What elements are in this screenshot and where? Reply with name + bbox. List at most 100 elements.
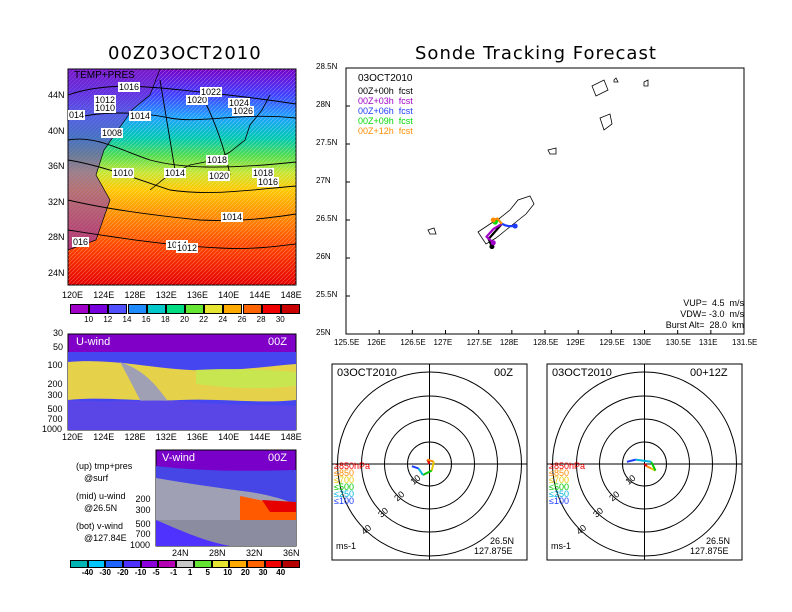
- uwind-time: 00Z: [268, 336, 287, 348]
- track-ytick-label: 27.5N: [316, 138, 338, 147]
- hodo-segment: [635, 458, 652, 463]
- wind-colorbar-swatch: [123, 560, 141, 568]
- uwind-ytick-label: 50: [53, 342, 64, 352]
- isobar-label: 1018: [252, 168, 275, 178]
- track-endpoint: [489, 244, 495, 250]
- hodo-ring-label: 10: [408, 473, 422, 487]
- wind-colorbar-swatch: [176, 560, 194, 568]
- hodo-segment: [430, 461, 435, 471]
- track-xtick-label: 125.5E: [334, 338, 360, 347]
- hodo-segment: [411, 465, 419, 470]
- map-ytick-label: 32N: [48, 196, 65, 207]
- hodo-segment: [417, 467, 424, 476]
- isobar-label: 1014: [164, 168, 187, 178]
- map-xtick-label: 144E: [249, 290, 271, 300]
- uwind-ytick-label: 200: [47, 379, 63, 389]
- track-xtick-label: 130.5E: [665, 338, 692, 347]
- wind-colorbar-ticks: -40 -30 -20 -10 -5 -1 1 5 10 20 30 40: [70, 568, 300, 578]
- map-ytick-label: 28N: [48, 232, 65, 242]
- track-endpoint: [490, 240, 496, 246]
- hodo-left-lat: 26.5N: [490, 536, 515, 546]
- map-xtick-label: 148E: [280, 290, 302, 300]
- map-xtick-label: 136E: [186, 290, 208, 300]
- colorbar-swatch: [165, 304, 185, 314]
- wind-colorbar-swatch: [87, 560, 106, 568]
- hodo-segment: [643, 463, 648, 467]
- colorbar-tick-label: 20: [180, 315, 189, 324]
- hodo-level-label: ≤250: [334, 489, 354, 499]
- uwind-ytick-label: 1000: [42, 424, 63, 434]
- wind-colorbar-tick-label: 20: [240, 568, 250, 577]
- track-endpoint: [490, 217, 496, 223]
- track-xtick-label: 131.5E: [732, 338, 758, 347]
- colorbar-swatch: [127, 304, 147, 314]
- colorbar-swatch: [70, 304, 90, 314]
- vwind-xtick-label: 28N: [209, 548, 226, 558]
- track-xtick-label: 127.5E: [466, 338, 493, 347]
- uwind-xtick-label: 144E: [249, 432, 271, 442]
- hodo-ring-label: 40: [574, 523, 588, 537]
- wind-colorbar-swatch: [246, 560, 265, 568]
- legend-note: @26.5N: [84, 503, 118, 513]
- uwind-ytick-label: 100: [47, 360, 63, 370]
- colorbar-swatch: [242, 304, 262, 314]
- wind-colorbar-swatch: [158, 560, 177, 568]
- hodo-segment: [650, 461, 657, 472]
- wind-colorbar-swatch: [105, 560, 124, 568]
- hodo-ring-label: 20: [392, 489, 406, 503]
- track-ytick-label: 25N: [316, 328, 331, 337]
- isobar-label: 1010: [112, 168, 135, 178]
- hodo-level-label: ≤850: [334, 468, 354, 478]
- uwind-xtick-label: 120E: [62, 432, 84, 442]
- isobar-label: 1016: [257, 177, 280, 187]
- track-ytick-label: 28.5N: [316, 62, 338, 71]
- track-xtick-label: 126.5E: [400, 338, 426, 347]
- track-info-line: VUP= 4.5 m/s: [683, 298, 744, 308]
- hodo-left-date: 03OCT2010: [337, 367, 397, 379]
- uwind-ytick-label: 700: [47, 414, 63, 424]
- track-series-2: [501, 222, 516, 228]
- hodo-ring-label: 30: [591, 505, 605, 519]
- hodo-level-label: ≤700: [549, 475, 569, 485]
- wind-colorbar-tick-label: -10: [134, 568, 147, 577]
- track-info-line: VDW= -3.0 m/s: [680, 309, 744, 319]
- isobar-label: 1014: [129, 111, 152, 121]
- colorbar-tick-label: 18: [160, 315, 170, 324]
- uwind-xtick-label: 132E: [155, 432, 177, 442]
- track-ytick-label: 28N: [316, 100, 331, 109]
- isobar-label: 1012: [176, 243, 199, 253]
- track-ytick-label: 27N: [316, 176, 331, 185]
- hodo-level-label: ≥850hPa: [549, 461, 585, 471]
- track-xtick-label: 131E: [698, 338, 718, 347]
- vwind-title: V-wind: [162, 452, 196, 464]
- isobar-label: 1020: [208, 171, 231, 181]
- colorbar-swatch: [223, 304, 243, 314]
- colorbar-tick-label: 12: [103, 315, 113, 324]
- map-xtick-label: 132E: [155, 290, 177, 300]
- track-date: 03OCT2010: [358, 73, 413, 84]
- colorbar-tick-label: 16: [141, 315, 151, 324]
- isobar-label: 1020: [186, 95, 209, 105]
- colorbar-swatch: [185, 304, 205, 314]
- hodo-segment: [426, 458, 435, 463]
- hodo-level-label: ≤700: [334, 475, 354, 485]
- hodo-ring-label: 30: [376, 505, 390, 519]
- hodo-segment: [422, 469, 433, 476]
- colorbar-tick-label: 26: [237, 315, 247, 324]
- uwind-xtick-label: 140E: [218, 432, 240, 442]
- map-field-label: TEMP+PRES: [74, 70, 135, 81]
- colorbar-swatch: [108, 304, 128, 314]
- vwind-ytick-label: 500: [135, 519, 151, 529]
- hodo-level-label: ≤500: [549, 482, 569, 492]
- hodo-level-label: ≤100: [549, 496, 569, 506]
- uwind-xtick-label: 124E: [93, 432, 115, 442]
- colorbar-tick-label: 22: [199, 315, 209, 324]
- track-legend-item: 00Z+09h fcst: [358, 116, 413, 126]
- legend-note: @surf: [84, 473, 109, 483]
- hodo-right-time: 00+12Z: [690, 367, 728, 379]
- map-xtick-label: 140E: [218, 290, 240, 300]
- map-ytick-label: 40N: [48, 125, 65, 136]
- track-xtick-label: 129.5E: [599, 338, 625, 347]
- isobar-label: 1008: [101, 128, 124, 138]
